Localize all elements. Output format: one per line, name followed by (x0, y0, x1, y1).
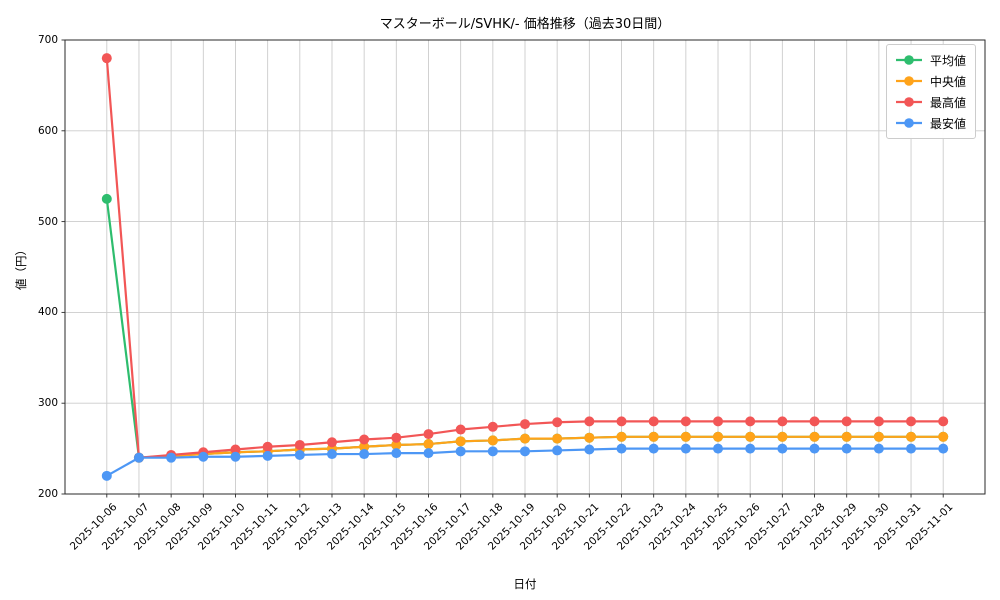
data-point-min (841, 443, 852, 454)
data-point-max (777, 416, 788, 427)
data-point-median (873, 431, 884, 442)
data-point-max (680, 416, 691, 427)
data-point-median (841, 431, 852, 442)
data-point-median (616, 431, 627, 442)
data-point-max (262, 441, 273, 452)
data-point-min (777, 443, 788, 454)
legend-marker-average (896, 55, 922, 65)
data-point-max (584, 416, 595, 427)
data-point-min (455, 446, 466, 457)
data-point-min (101, 470, 112, 481)
data-point-max (455, 424, 466, 435)
data-point-min (326, 449, 337, 460)
y-axis-label: 値（円） (14, 244, 28, 290)
data-point-max (359, 434, 370, 445)
y-tick-label: 500 (37, 215, 58, 228)
data-point-max (809, 416, 820, 427)
data-point-median (777, 431, 788, 442)
series-line-median (138, 435, 944, 459)
data-point-median (552, 433, 563, 444)
data-point-median (713, 431, 724, 442)
x-axis-label: 日付 (513, 577, 537, 591)
data-point-max (938, 416, 949, 427)
data-point-min (520, 446, 530, 457)
data-point-min (359, 449, 370, 460)
data-point-median (648, 431, 659, 442)
y-tick-label: 200 (37, 488, 58, 500)
data-point-min (938, 443, 949, 454)
data-point-min (294, 449, 305, 460)
data-point-median (809, 431, 820, 442)
data-point-max (906, 416, 917, 427)
data-point-max (326, 437, 337, 448)
data-point-median (745, 431, 756, 442)
y-tick-label: 700 (37, 34, 58, 46)
data-point-max (552, 417, 563, 428)
data-point-median (487, 435, 498, 446)
chart-title: マスターボール/SVHK/- 価格推移（過去30日間） (379, 17, 671, 32)
legend-label-max: 最高値 (930, 95, 967, 110)
data-point-max (713, 416, 724, 427)
legend: 平均値中央値最高値最安値 (886, 44, 977, 139)
legend-label-median: 中央値 (930, 74, 967, 89)
data-point-min (906, 443, 917, 454)
data-point-min (230, 451, 241, 462)
data-point-max (873, 416, 884, 427)
data-point-median (520, 433, 530, 444)
legend-label-min: 最安値 (930, 116, 967, 131)
y-tick-label: 400 (37, 306, 58, 319)
data-point-min (423, 448, 434, 459)
data-point-median (584, 432, 595, 443)
data-point-min (133, 452, 144, 463)
legend-marker-max (896, 97, 922, 107)
data-point-min (487, 446, 498, 457)
data-point-min (873, 443, 884, 454)
data-point-max (745, 416, 756, 427)
y-tick-label: 300 (37, 397, 58, 410)
legend-item-min: 最安値 (895, 114, 966, 132)
data-point-max (520, 419, 530, 430)
data-point-max (487, 421, 498, 432)
data-point-max (230, 444, 241, 455)
legend-marker-min (896, 118, 922, 128)
data-point-median (391, 439, 402, 450)
data-point-min (198, 451, 209, 462)
data-point-max (423, 429, 434, 440)
data-point-min (584, 444, 595, 455)
legend-label-average: 平均値 (930, 53, 967, 68)
data-point-median (423, 439, 434, 450)
data-point-max (648, 416, 659, 427)
legend-item-median: 中央値 (895, 72, 966, 90)
y-tick-label: 600 (37, 124, 58, 137)
data-point-min (680, 443, 691, 454)
data-point-min (616, 443, 627, 454)
data-point-min (166, 452, 177, 463)
data-point-min (648, 443, 659, 454)
data-point-min (713, 443, 724, 454)
data-point-median (906, 431, 917, 442)
data-point-median (680, 431, 691, 442)
data-point-max (391, 432, 402, 443)
data-point-min (262, 450, 273, 461)
data-point-median (938, 431, 949, 442)
data-point-min (391, 448, 402, 459)
data-point-min (552, 445, 563, 456)
data-point-median (359, 441, 370, 452)
data-point-average (101, 193, 112, 204)
legend-item-max: 最高値 (895, 93, 966, 111)
legend-item-average: 平均値 (895, 51, 966, 69)
data-point-max (841, 416, 852, 427)
data-point-max (101, 53, 112, 64)
data-point-min (745, 443, 756, 454)
legend-marker-median (896, 76, 922, 86)
data-point-median (455, 436, 466, 447)
data-point-max (294, 439, 305, 450)
data-point-min (809, 443, 820, 454)
data-point-max (616, 416, 627, 427)
